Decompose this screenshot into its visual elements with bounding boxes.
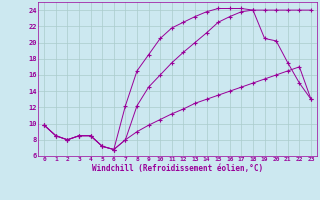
X-axis label: Windchill (Refroidissement éolien,°C): Windchill (Refroidissement éolien,°C) (92, 164, 263, 173)
